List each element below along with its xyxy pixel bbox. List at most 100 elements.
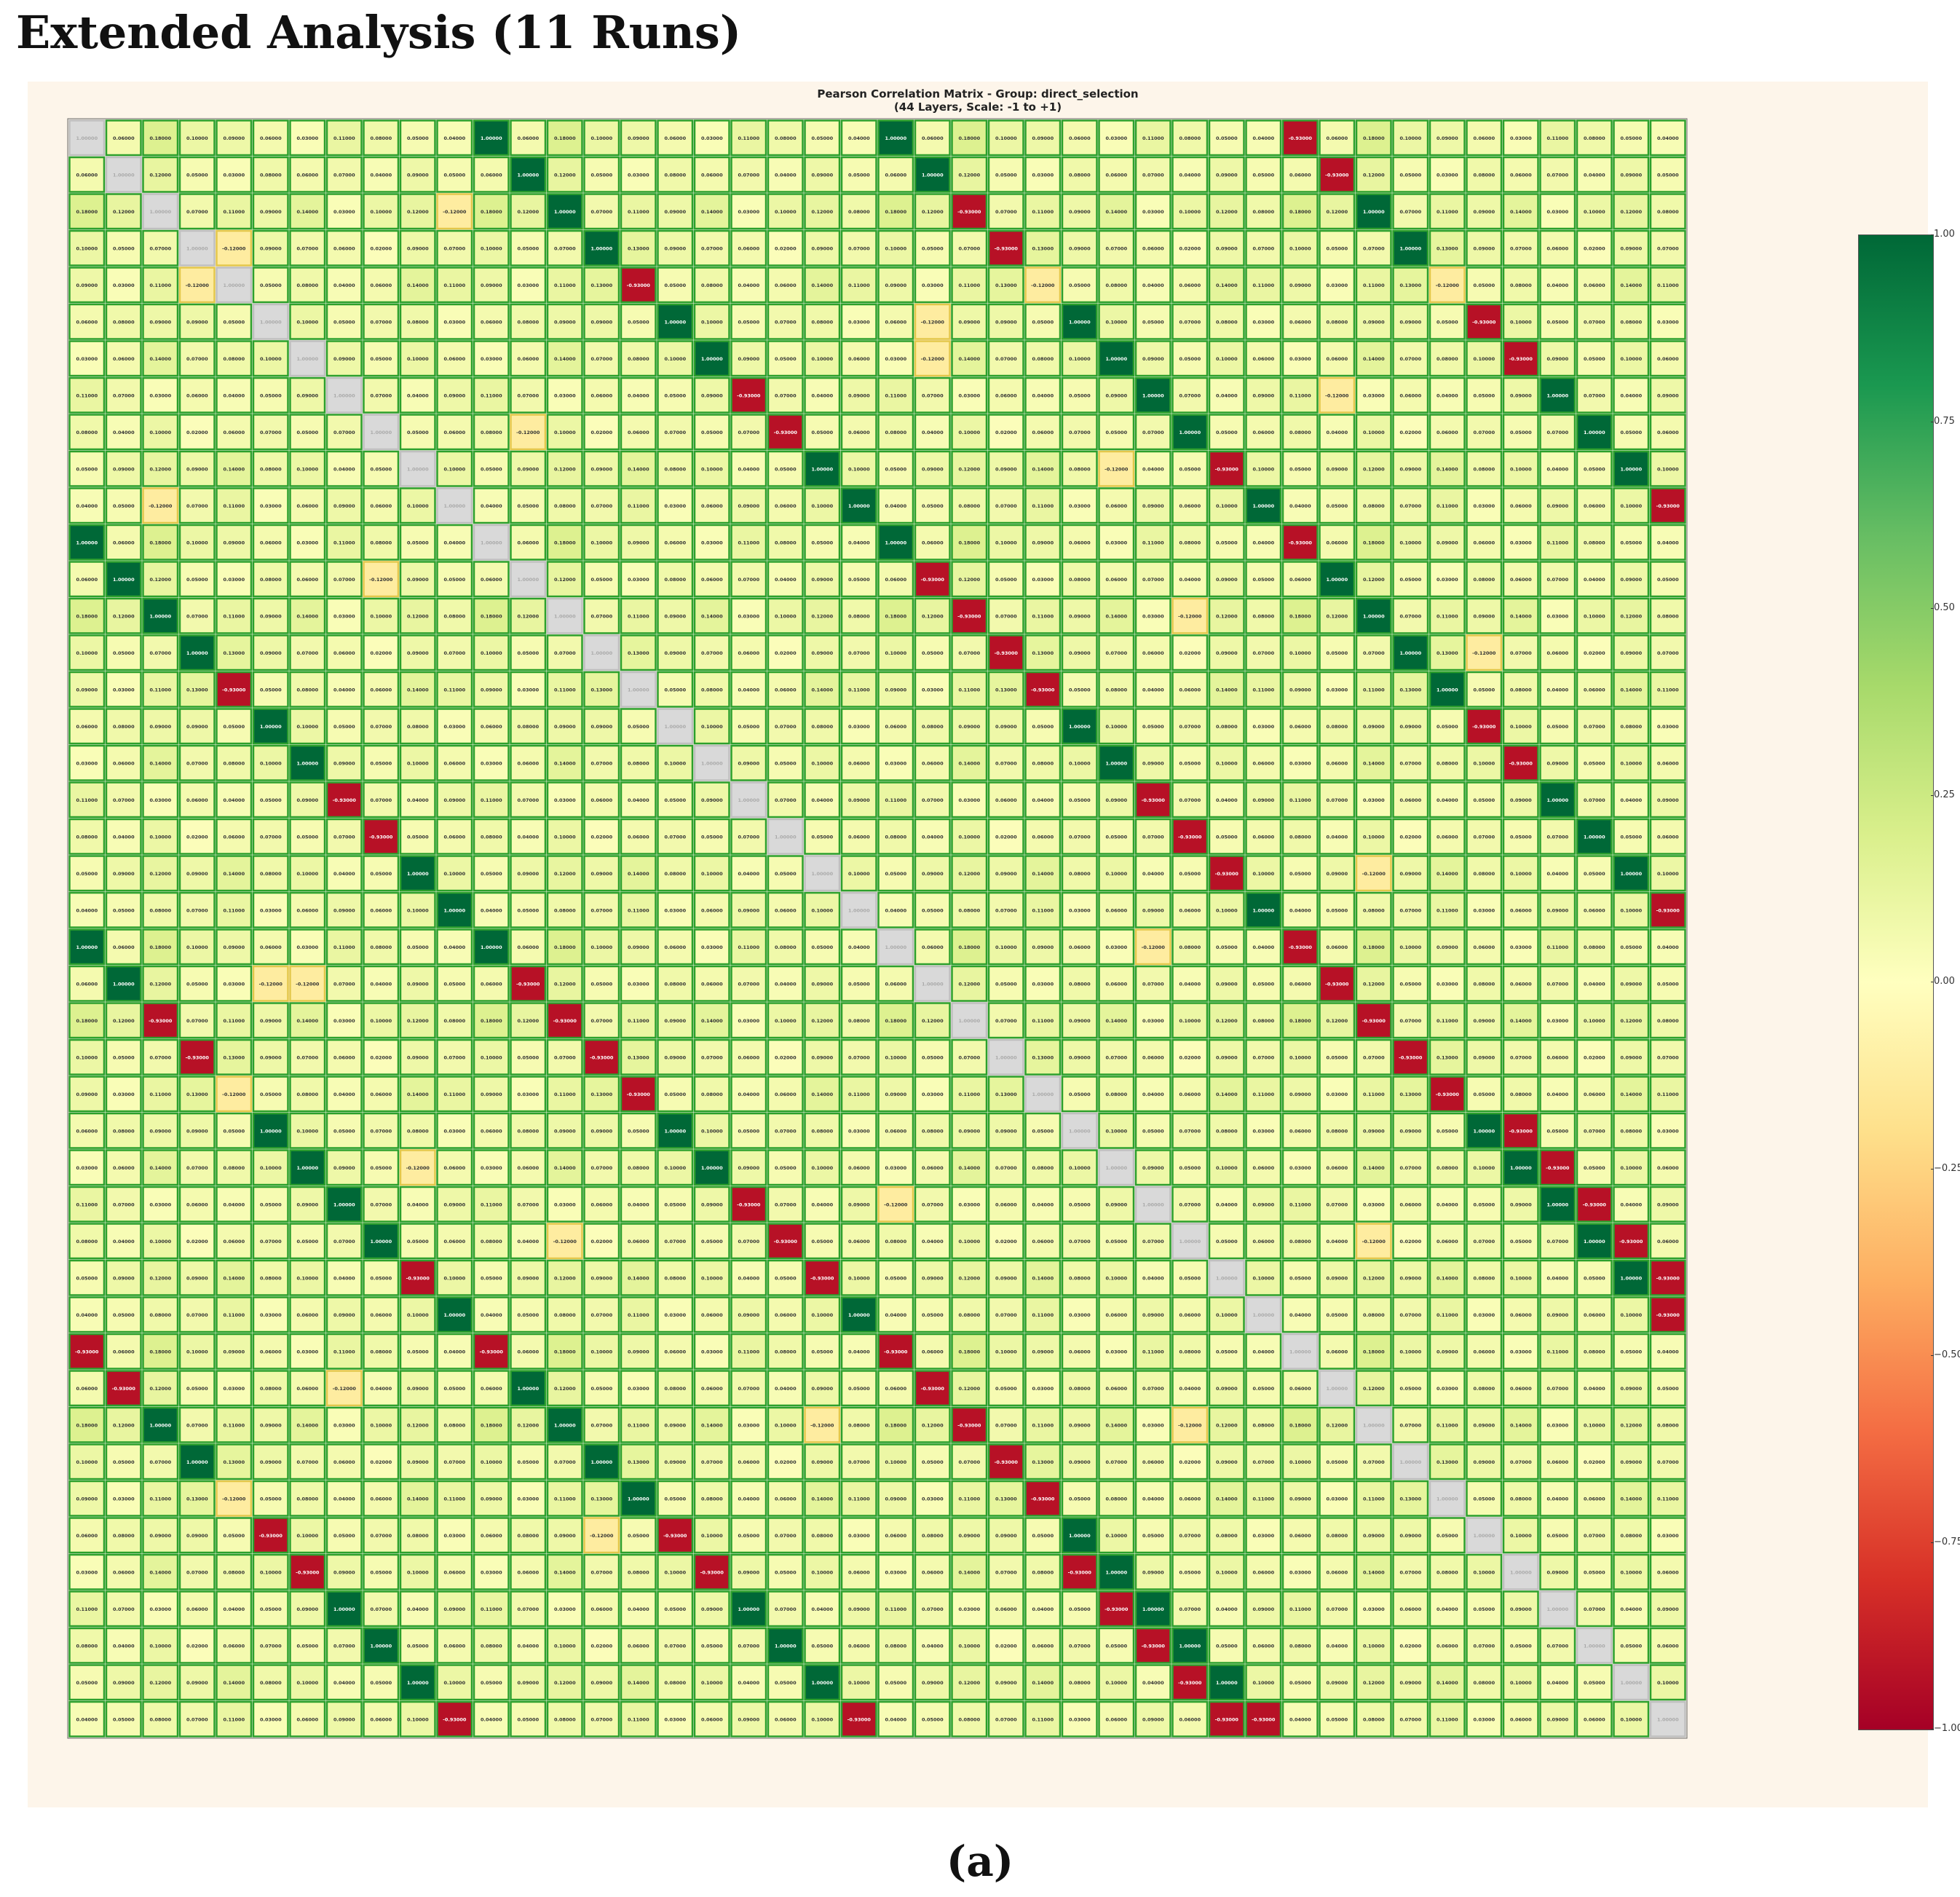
cell-value-label: 0.14000	[1620, 283, 1642, 288]
cell-value-label: 0.10000	[1510, 1275, 1532, 1281]
cell-value-label: 0.07000	[1510, 1054, 1532, 1060]
cell-value-label: 0.03000	[628, 1386, 649, 1392]
cell-value-label: 0.05000	[1069, 283, 1091, 288]
cell-value-label: 0.10000	[1620, 1569, 1642, 1575]
cell-value-label: 0.09000	[296, 1202, 318, 1207]
cell-value-label: 0.09000	[260, 1054, 282, 1060]
heatmap-cell	[1281, 414, 1319, 451]
cell-value-label: 0.11000	[554, 687, 576, 693]
cell-value-label: 0.07000	[554, 1459, 576, 1465]
cell-value-label: 0.11000	[958, 283, 980, 288]
cell-value-label: 0.03000	[333, 1422, 355, 1428]
heatmap-cell	[877, 487, 914, 524]
cell-value-label: 0.04000	[443, 944, 465, 950]
heatmap-cell	[436, 119, 473, 157]
cell-value-label: 0.06000	[1252, 760, 1274, 766]
cell-value-label: 0.11000	[333, 540, 355, 545]
heatmap-cell	[1281, 708, 1319, 745]
cell-value-label: 1.00000	[1252, 907, 1274, 913]
cell-value-label: 0.14000	[223, 1680, 245, 1686]
heatmap-cell	[546, 708, 583, 745]
cell-value-label: 0.06000	[443, 1239, 465, 1245]
cell-value-label: 0.04000	[1620, 797, 1642, 803]
heatmap-cell	[620, 891, 657, 928]
cell-value-label: 0.12000	[958, 1386, 980, 1392]
cell-value-label: 0.06000	[1473, 944, 1495, 950]
cell-value-label: 0.08000	[628, 1569, 649, 1575]
heatmap-cell	[1061, 229, 1098, 267]
heatmap-cell	[68, 781, 106, 819]
cell-value-label: 0.07000	[995, 503, 1017, 509]
heatmap-cell	[1245, 229, 1282, 267]
heatmap-cell	[68, 156, 106, 193]
heatmap-cell	[436, 561, 473, 598]
heatmap-cell	[1281, 561, 1319, 598]
cell-value-label: 0.14000	[149, 760, 171, 766]
cell-value-label: 0.02000	[1399, 1239, 1421, 1245]
cell-value-label: 0.11000	[738, 540, 759, 545]
cell-value-label: 0.13000	[1437, 1459, 1458, 1465]
cell-value-label: 0.09000	[554, 319, 576, 325]
cell-value-label: 0.05000	[296, 834, 318, 840]
cell-value-label: -0.93000	[296, 1569, 320, 1575]
cell-value-label: 0.05000	[590, 172, 612, 178]
cell-value-label: 1.00000	[848, 1312, 870, 1318]
cell-value-label: 0.11000	[628, 209, 649, 215]
cell-value-label: 0.03000	[1326, 1092, 1348, 1097]
heatmap-cell	[510, 487, 547, 524]
cell-value-label: 0.04000	[628, 1606, 649, 1612]
heatmap-cell	[620, 156, 657, 193]
heatmap-cell	[1098, 634, 1135, 671]
cell-value-label: 0.14000	[1216, 283, 1238, 288]
cell-value-label: 0.04000	[1437, 797, 1458, 803]
cell-value-label: 0.07000	[333, 1239, 355, 1245]
heatmap-cell	[657, 928, 694, 966]
cell-value-label: 0.13000	[590, 687, 612, 693]
heatmap-cell	[399, 818, 436, 855]
heatmap-cell	[1576, 487, 1613, 524]
cell-value-label: 0.08000	[443, 1422, 465, 1428]
heatmap-cell	[730, 928, 767, 966]
heatmap-cell	[583, 1002, 620, 1039]
heatmap-cell	[1502, 303, 1539, 340]
cell-value-label: 0.03000	[1252, 319, 1274, 325]
heatmap-cell	[252, 1259, 289, 1296]
cell-value-label: 0.03000	[223, 577, 245, 583]
heatmap-cell	[1466, 1223, 1503, 1260]
heatmap-cell	[1208, 229, 1245, 267]
cell-value-label: 0.07000	[1142, 1386, 1164, 1392]
heatmap-cell	[1134, 634, 1171, 671]
heatmap-cell	[216, 671, 253, 708]
heatmap-cell	[1428, 376, 1466, 414]
heatmap-cell	[546, 193, 583, 230]
heatmap-cell	[657, 1149, 694, 1186]
cell-value-label: 0.13000	[1437, 245, 1458, 251]
heatmap-cell	[1649, 855, 1686, 892]
heatmap-cell	[1355, 119, 1392, 157]
heatmap-cell	[216, 891, 253, 928]
heatmap-cell	[583, 229, 620, 267]
cell-value-label: 0.07000	[1546, 172, 1568, 178]
cell-value-label: 0.07000	[1584, 393, 1605, 398]
cell-value-label: 0.12000	[811, 613, 833, 619]
cell-value-label: 0.12000	[1363, 1386, 1385, 1392]
cell-value-label: 0.09000	[113, 466, 135, 472]
heatmap-cell	[1428, 1002, 1466, 1039]
heatmap-cell	[987, 1038, 1024, 1076]
cell-value-label: 1.00000	[1326, 1386, 1348, 1392]
cell-value-label: 0.08000	[664, 577, 686, 583]
heatmap-cell	[289, 193, 326, 230]
heatmap-cell	[510, 891, 547, 928]
cell-value-label: 0.14000	[1216, 687, 1238, 693]
heatmap-cell	[1024, 855, 1062, 892]
cell-value-label: 0.10000	[76, 1054, 98, 1060]
heatmap-cell	[1098, 671, 1135, 708]
cell-value-label: 0.06000	[1252, 356, 1274, 362]
cell-value-label: 0.06000	[1105, 1386, 1127, 1392]
cell-value-label: 0.04000	[1584, 1386, 1605, 1392]
heatmap-cell	[1428, 597, 1466, 634]
cell-value-label: 0.03000	[554, 393, 576, 398]
heatmap-cell	[1024, 156, 1062, 193]
heatmap-cell	[1539, 561, 1576, 598]
cell-value-label: -0.93000	[553, 1018, 577, 1024]
